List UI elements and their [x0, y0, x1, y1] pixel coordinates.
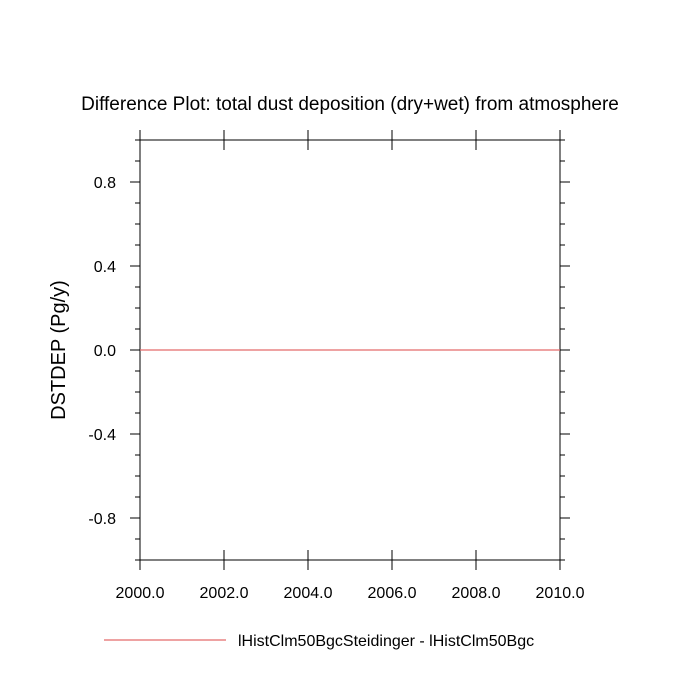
y-tick-label: 0.0	[94, 343, 116, 360]
axis-ticks	[130, 130, 570, 570]
x-tick-label: 2006.0	[368, 585, 417, 602]
chart-title: Difference Plot: total dust deposition (…	[81, 94, 619, 115]
y-tick-label: -0.4	[88, 427, 116, 444]
legend-label: lHistClm50BgcSteidinger - lHistClm50Bgc	[238, 633, 534, 650]
x-tick-label: 2004.0	[284, 585, 333, 602]
y-axis-label: DSTDEP (Pg/y)	[48, 280, 70, 420]
x-tick-label: 2002.0	[200, 585, 249, 602]
x-tick-label: 2000.0	[116, 585, 165, 602]
y-tick-label: 0.8	[94, 175, 116, 192]
y-tick-label: -0.8	[88, 511, 116, 528]
x-tick-label: 2010.0	[536, 585, 585, 602]
tick-labels: 2000.0 2002.0 2004.0 2006.0 2008.0 2010.0 0.8 0…	[88, 175, 584, 602]
legend: lHistClm50BgcSteidinger - lHistClm50Bgc	[104, 633, 534, 650]
y-tick-label: 0.4	[94, 259, 116, 276]
x-tick-label: 2008.0	[452, 585, 501, 602]
